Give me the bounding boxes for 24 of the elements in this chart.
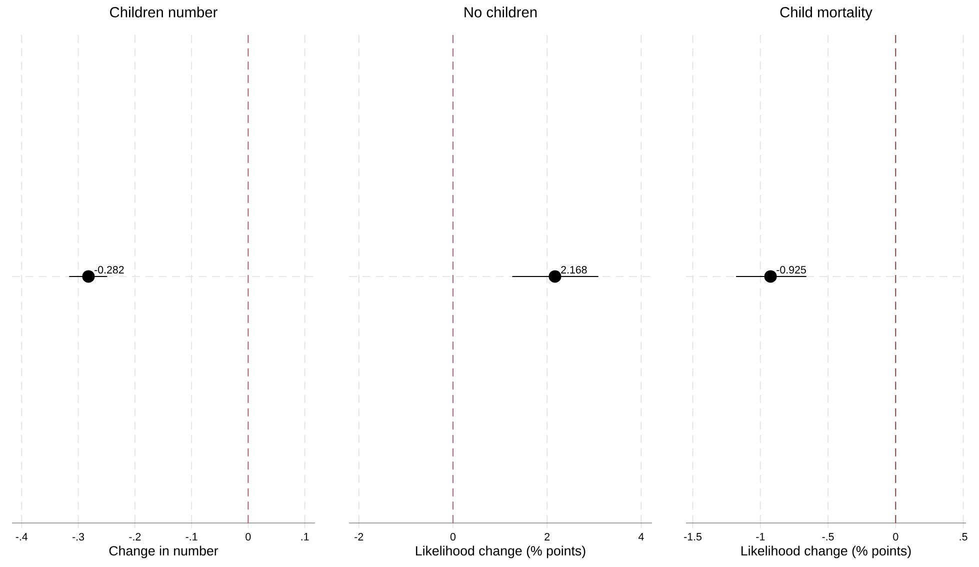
x-axis-title: Likelihood change (% points)	[741, 546, 911, 558]
x-tick-label: 2	[544, 533, 550, 540]
x-tick-label: -.3	[72, 533, 84, 541]
x-tick-label: .1	[301, 533, 309, 540]
data-label: -0.282	[94, 266, 124, 274]
chart-title: Children number	[110, 6, 218, 18]
x-tick-label: -2	[354, 533, 364, 540]
x-tick-label: .5	[960, 533, 968, 540]
data-label: -0.925	[776, 266, 806, 274]
x-tick-label: -.4	[16, 533, 28, 540]
x-tick-label: -.2	[129, 533, 141, 540]
x-axis-title: Change in number	[109, 546, 218, 558]
x-tick-label: 0	[450, 533, 456, 541]
data-label: 2.168	[561, 266, 587, 274]
x-axis-title: Likelihood change (% points)	[416, 546, 586, 558]
x-tick-label: -.5	[822, 533, 834, 540]
chart-title: No children	[464, 6, 537, 18]
x-tick-label: -1	[756, 533, 765, 540]
x-tick-label: -1.5	[684, 533, 702, 540]
x-tick-label: -.1	[186, 533, 198, 540]
x-tick-label: 0	[893, 533, 898, 541]
x-tick-label: 0	[246, 533, 251, 541]
x-tick-label: 4	[638, 533, 644, 540]
chart-title: Child mortality	[780, 6, 872, 20]
